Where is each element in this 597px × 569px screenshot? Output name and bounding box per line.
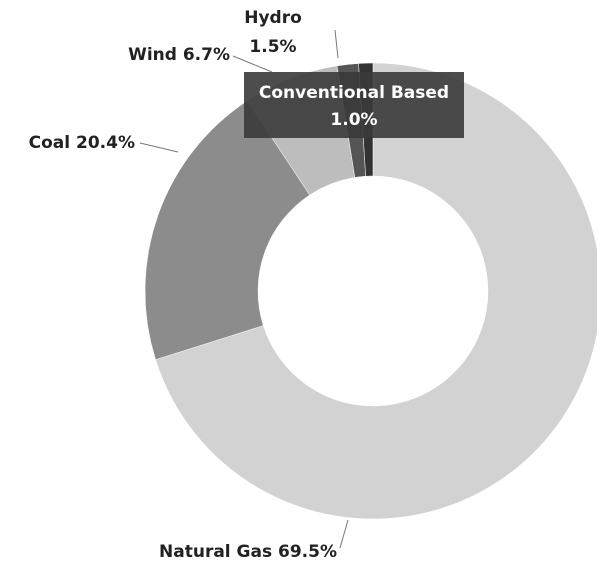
slice-name: Conventional Based [259, 83, 449, 103]
slice-value: 20.4% [76, 133, 135, 153]
slice-label: Wind 6.7% [128, 45, 230, 65]
slice-value: 1.0% [330, 110, 377, 130]
donut-slice [155, 62, 597, 520]
donut-slice [144, 100, 311, 360]
slice-value: 6.7% [183, 45, 230, 65]
slice-label: Natural Gas 69.5% [159, 542, 337, 562]
label-box [244, 72, 464, 138]
leader-line [334, 29, 339, 59]
slice-value: 1.5% [249, 37, 296, 57]
slice-name: Hydro [244, 8, 302, 28]
slice-name: Natural Gas [159, 542, 272, 562]
slice-label: Coal 20.4% [29, 133, 135, 153]
leader-line [339, 519, 349, 549]
slice-name: Coal [29, 133, 70, 153]
slice-value: 69.5% [278, 542, 337, 562]
leader-line [232, 55, 273, 73]
slice-name: Wind [128, 45, 177, 65]
leader-line [139, 142, 179, 153]
